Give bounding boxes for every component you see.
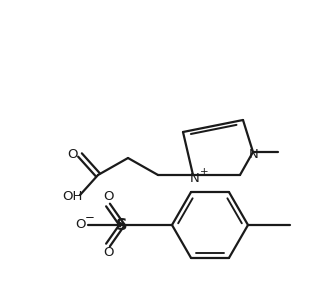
Text: +: + <box>200 167 208 177</box>
Text: O: O <box>68 147 78 161</box>
Text: N: N <box>190 172 200 184</box>
Text: N: N <box>249 149 259 161</box>
Text: OH: OH <box>62 190 82 204</box>
Text: S: S <box>116 217 128 233</box>
Text: −: − <box>85 211 95 225</box>
Text: O: O <box>103 246 113 260</box>
Text: O: O <box>75 219 85 231</box>
Text: O: O <box>103 190 113 204</box>
